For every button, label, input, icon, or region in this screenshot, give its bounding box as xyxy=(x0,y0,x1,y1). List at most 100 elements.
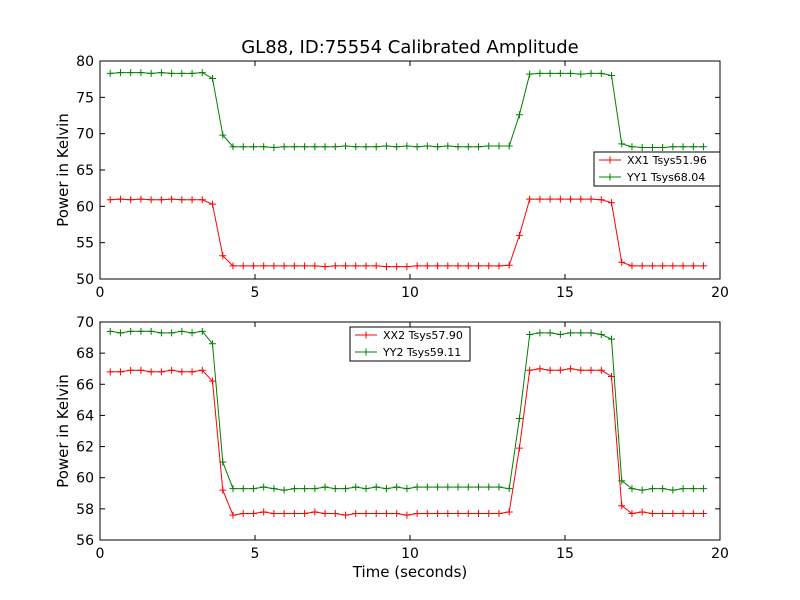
data-point xyxy=(556,330,564,338)
data-point xyxy=(301,510,309,518)
data-point xyxy=(127,366,135,374)
data-point xyxy=(567,69,575,77)
data-point xyxy=(403,263,411,271)
data-point xyxy=(372,143,380,151)
data-point xyxy=(362,143,370,151)
data-point xyxy=(229,143,237,151)
data-point xyxy=(188,329,196,337)
data-point xyxy=(577,195,585,203)
data-point xyxy=(127,69,135,77)
data-point xyxy=(219,458,227,466)
x-tick-label: 20 xyxy=(711,546,729,562)
legend-marker xyxy=(606,173,614,181)
y-tick-label: 64 xyxy=(76,408,94,424)
legend-box xyxy=(349,326,471,362)
data-point xyxy=(495,510,503,518)
legend-label: YY1 Tsys68.04 xyxy=(626,171,705,184)
data-point xyxy=(608,199,615,207)
data-point xyxy=(393,483,401,491)
data-point xyxy=(526,195,534,203)
data-point xyxy=(106,196,114,204)
data-point xyxy=(321,483,329,491)
data-point xyxy=(628,485,636,493)
data-point xyxy=(362,485,370,493)
data-point xyxy=(577,70,585,78)
data-point xyxy=(679,143,687,151)
legend-label: XX2 Tsys57.90 xyxy=(383,329,463,342)
y-tick-label: 60 xyxy=(76,199,94,215)
data-point xyxy=(188,69,196,77)
data-point xyxy=(178,327,186,335)
y-tick-label: 75 xyxy=(76,90,94,106)
data-point xyxy=(249,262,257,270)
data-point xyxy=(495,142,503,150)
data-point xyxy=(577,366,585,374)
y-tick-label: 65 xyxy=(76,163,94,179)
data-point xyxy=(577,329,585,337)
data-point xyxy=(700,143,708,151)
top-plot: 0 5 10 15 20 50 55 60 65 70 75 80 Power in Kelvin XX1… xyxy=(54,54,729,301)
data-point xyxy=(342,511,350,519)
data-point xyxy=(137,69,145,77)
data-point xyxy=(106,69,114,77)
data-point xyxy=(301,143,309,151)
y-tick-label: 70 xyxy=(76,315,94,331)
data-point xyxy=(382,510,390,518)
data-point xyxy=(638,143,646,151)
data-point xyxy=(321,143,329,151)
legend-label: XX1 Tsys51.96 xyxy=(627,154,707,167)
data-point xyxy=(270,262,278,270)
data-point xyxy=(444,142,452,150)
data-point xyxy=(587,69,595,77)
data-point xyxy=(270,143,278,151)
data-point xyxy=(638,486,646,494)
data-point xyxy=(239,143,247,151)
data-point xyxy=(434,262,442,270)
data-point xyxy=(393,263,401,271)
data-point xyxy=(219,486,227,494)
data-point xyxy=(454,483,462,491)
data-point xyxy=(147,196,155,204)
data-point xyxy=(546,366,554,374)
data-point xyxy=(515,415,523,423)
y-tick-label: 66 xyxy=(76,377,94,393)
x-tick-label: 15 xyxy=(556,285,574,301)
data-point xyxy=(669,143,677,151)
x-tick-label: 10 xyxy=(401,546,419,562)
data-point xyxy=(556,366,564,374)
data-point xyxy=(648,510,656,518)
data-point xyxy=(567,329,575,337)
data-point xyxy=(260,262,268,270)
data-point xyxy=(526,330,534,338)
x-tick-label: 15 xyxy=(556,546,574,562)
data-point xyxy=(116,195,124,203)
data-point xyxy=(280,510,288,518)
data-point xyxy=(372,483,380,491)
x-tick-label: 10 xyxy=(401,285,419,301)
data-point xyxy=(352,510,360,518)
y-tick-label: 62 xyxy=(76,440,94,456)
data-point xyxy=(321,510,329,518)
data-point xyxy=(413,510,421,518)
data-point xyxy=(526,366,534,374)
data-point xyxy=(608,335,615,343)
data-point xyxy=(413,143,421,151)
data-point xyxy=(168,195,176,203)
data-point xyxy=(157,329,165,337)
data-point xyxy=(485,262,493,270)
data-point xyxy=(311,485,319,493)
data-point xyxy=(700,510,708,518)
x-tick-label: 20 xyxy=(711,285,729,301)
data-point xyxy=(515,231,523,239)
data-point xyxy=(147,327,155,335)
data-point xyxy=(249,143,257,151)
x-tick-label: 0 xyxy=(96,285,105,301)
y-axis-label: Power in Kelvin xyxy=(54,374,72,488)
data-point xyxy=(475,483,483,491)
data-point xyxy=(485,483,493,491)
data-point xyxy=(219,252,227,260)
data-point xyxy=(536,69,544,77)
data-point xyxy=(321,263,329,271)
legend-label: YY2 Tsys59.11 xyxy=(382,346,461,359)
data-point xyxy=(280,486,288,494)
